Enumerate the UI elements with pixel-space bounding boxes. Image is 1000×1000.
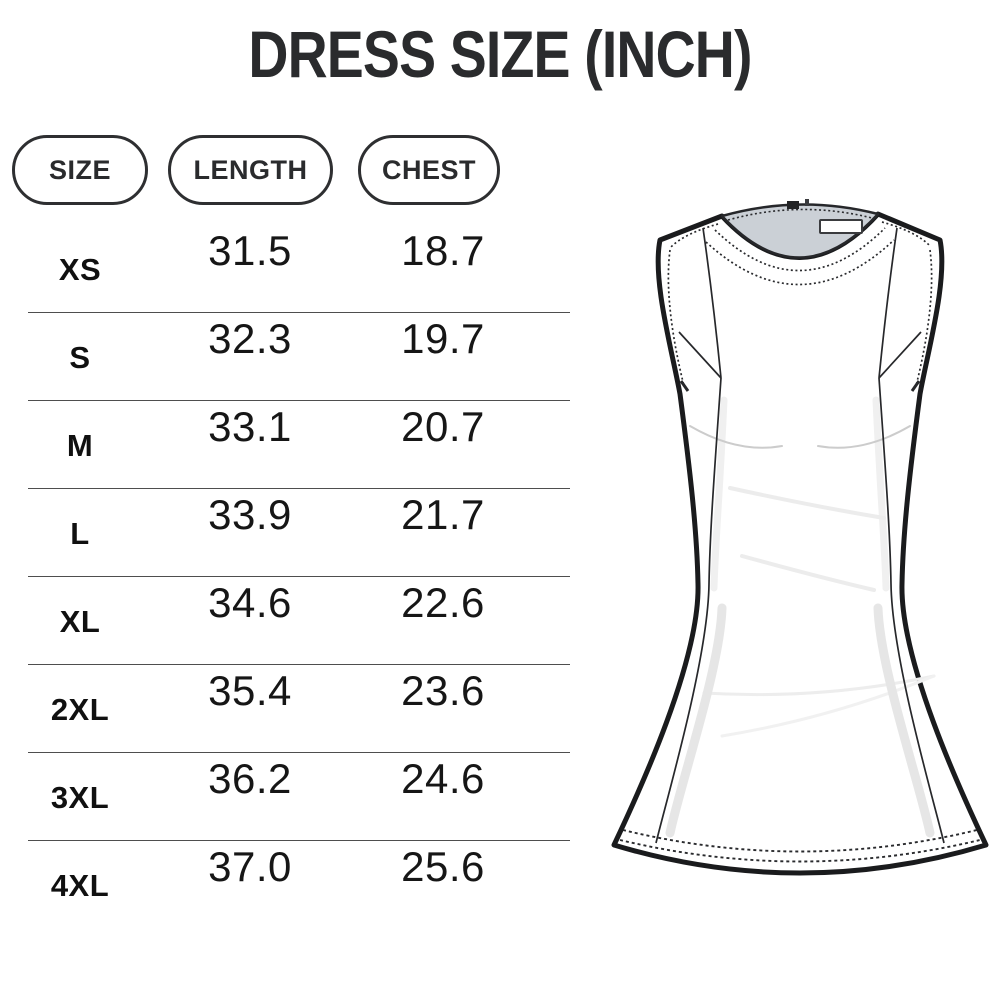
size-label: M	[66, 428, 94, 463]
dress-seams	[655, 227, 945, 844]
size-label: 4XL	[50, 868, 110, 903]
table-row-2xl: 2XL 35.4 23.6	[28, 665, 570, 753]
length-value: 37.0	[208, 843, 292, 890]
chest-value: 25.6	[401, 843, 485, 890]
dress-illustration	[611, 199, 989, 876]
page-title: DRESS SIZE (INCH)	[248, 17, 752, 91]
size-label: L	[70, 516, 90, 551]
table-row-xs: XS 31.5 18.7	[28, 225, 570, 313]
table-row-s: S 32.3 19.7	[28, 313, 570, 401]
column-header-length: LENGTH	[168, 135, 333, 205]
dress-stitching	[619, 221, 981, 863]
dress-label-tag	[819, 219, 863, 234]
column-header-chest-label: CHEST	[381, 154, 476, 185]
table-row-3xl: 3XL 36.2 24.6	[28, 753, 570, 841]
table-row-xl: XL 34.6 22.6	[28, 577, 570, 665]
length-value: 32.3	[208, 315, 292, 362]
column-header-chest: CHEST	[358, 135, 500, 205]
chest-value: 22.6	[401, 579, 485, 626]
chest-value: 18.7	[401, 227, 485, 274]
size-label: S	[69, 340, 91, 375]
chest-value: 21.7	[401, 491, 485, 538]
column-header-length-label: LENGTH	[193, 154, 308, 185]
chest-value: 20.7	[401, 403, 485, 450]
chest-value: 19.7	[401, 315, 485, 362]
length-value: 36.2	[208, 755, 292, 802]
back-neck-tick	[805, 199, 809, 206]
column-header-size-label: SIZE	[48, 154, 111, 185]
size-label: 2XL	[50, 692, 110, 727]
size-label: XL	[59, 604, 101, 639]
size-label: 3XL	[50, 780, 110, 815]
back-neck-notch	[787, 201, 799, 209]
size-table: XS 31.5 18.7 S 32.3 19.7 M 33.1 20.7 L 3…	[28, 225, 570, 929]
length-value: 33.1	[208, 403, 292, 450]
table-row-4xl: 4XL 37.0 25.6	[28, 841, 570, 929]
chest-value: 23.6	[401, 667, 485, 714]
length-value: 34.6	[208, 579, 292, 626]
dress-outline	[611, 211, 989, 876]
table-row-m: M 33.1 20.7	[28, 401, 570, 489]
length-value: 31.5	[208, 227, 292, 274]
dress-shading	[665, 396, 936, 838]
length-value: 33.9	[208, 491, 292, 538]
size-label: XS	[58, 252, 102, 287]
table-row-l: L 33.9 21.7	[28, 489, 570, 577]
column-header-size: SIZE	[12, 135, 148, 205]
dress-neck-back	[720, 199, 880, 259]
length-value: 35.4	[208, 667, 292, 714]
chest-value: 24.6	[401, 755, 485, 802]
